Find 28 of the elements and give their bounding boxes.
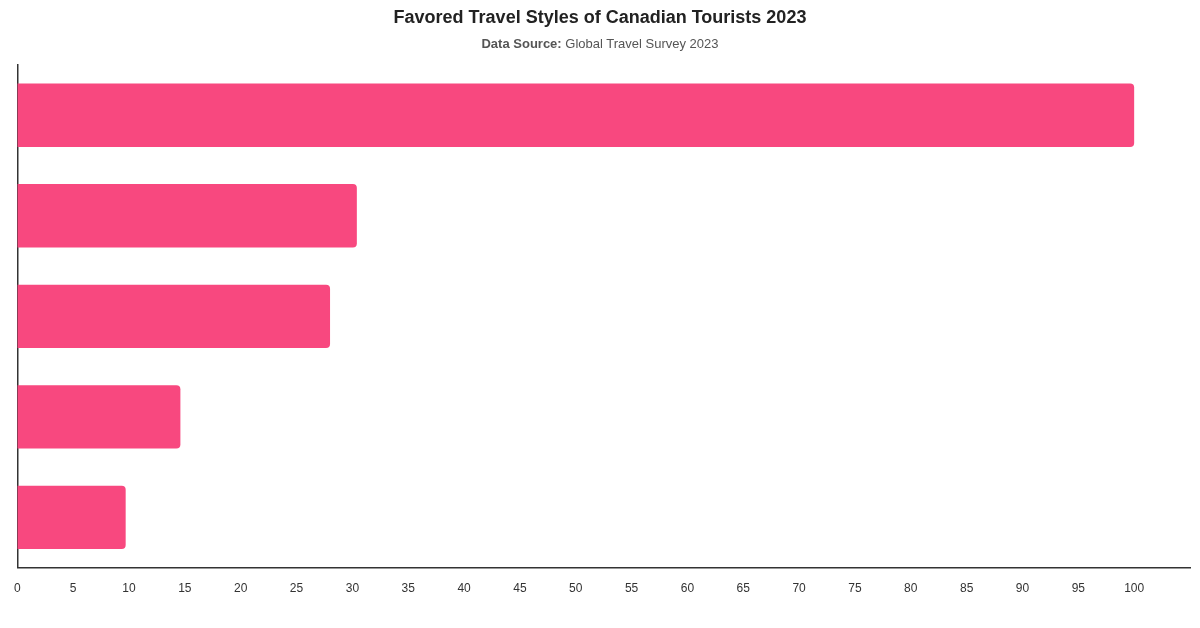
x-tick-label: 5 xyxy=(69,581,77,596)
x-tick-label: 20 xyxy=(234,581,248,596)
bar xyxy=(17,284,331,348)
x-tick-label: 65 xyxy=(736,581,751,596)
x-tick-label: 40 xyxy=(457,581,472,596)
x-tick-label: 0 xyxy=(13,581,21,596)
x-tick-label: 15 xyxy=(178,581,192,596)
x-tick-label: 50 xyxy=(569,581,583,596)
x-tick-label: 90 xyxy=(1015,581,1030,596)
x-tick-label: 30 xyxy=(345,581,360,596)
x-tick-label: 80 xyxy=(904,581,918,596)
x-tick-label: 70 xyxy=(792,581,807,596)
chart-title: Favored Travel Styles of Canadian Tourists 2023 xyxy=(392,6,808,29)
x-tick-label: 75 xyxy=(848,581,862,596)
bar xyxy=(17,184,357,248)
x-tick-label: 35 xyxy=(401,581,416,596)
bar xyxy=(17,385,181,449)
x-tick-label: 100 xyxy=(1124,581,1145,596)
bar xyxy=(17,83,1135,147)
chart-subtitle: Data Source: Global Travel Survey 2023 xyxy=(480,35,720,53)
x-tick-label: 85 xyxy=(959,581,974,596)
x-tick-label: 45 xyxy=(513,581,527,596)
bar xyxy=(17,485,126,549)
x-tick-label: 95 xyxy=(1071,581,1086,596)
x-tick-label: 55 xyxy=(624,581,639,596)
x-tick-label: 10 xyxy=(122,581,137,596)
x-tick-label: 60 xyxy=(680,581,695,596)
x-tick-label: 25 xyxy=(289,581,304,596)
